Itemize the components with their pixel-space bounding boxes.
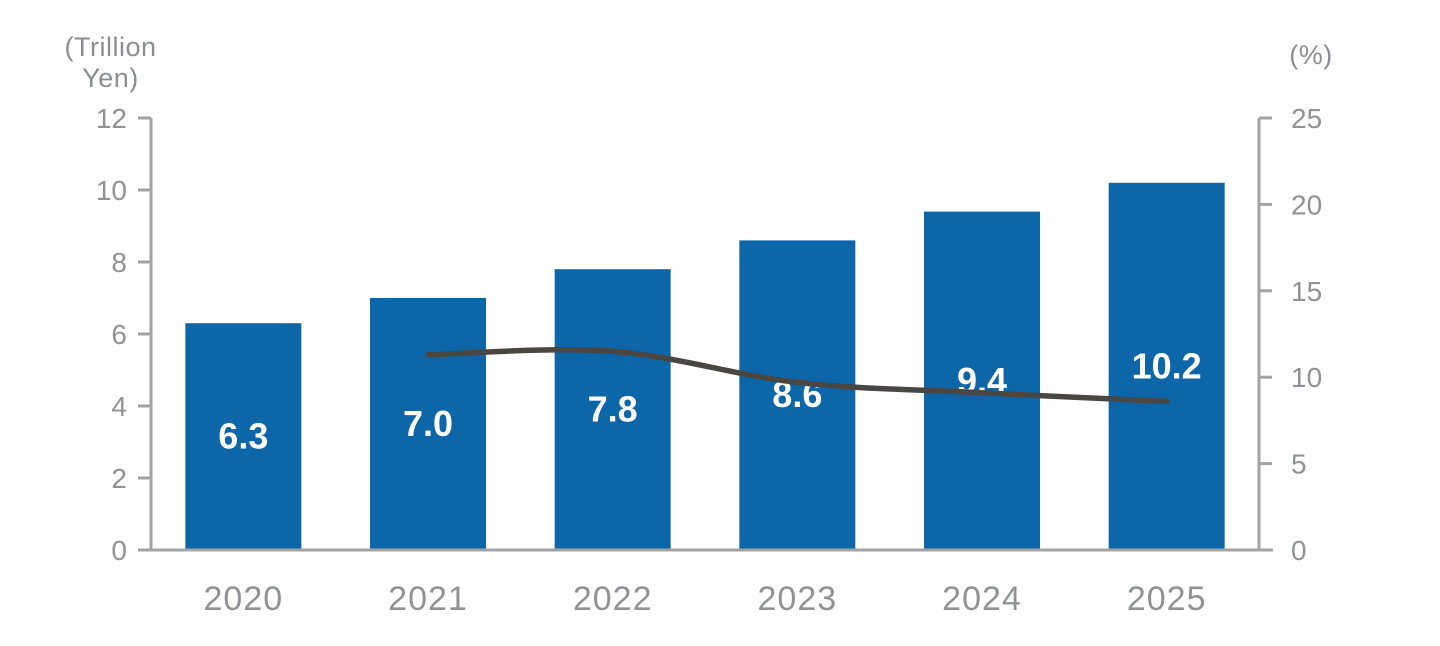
left-axis-unit-line1: (Trillion (64, 32, 157, 62)
bar (924, 211, 1040, 550)
bar (554, 269, 671, 550)
bar-value-label: 6.3 (218, 416, 268, 457)
x-axis-label: 2020 (204, 580, 284, 618)
bar-value-label: 10.2 (1132, 345, 1202, 386)
right-axis-tick-label: 15 (1291, 276, 1322, 307)
bar (1108, 182, 1225, 551)
right-axis-tick-label: 20 (1291, 189, 1322, 220)
bar (370, 298, 486, 550)
right-axis-unit-label: (%) (1289, 40, 1333, 70)
growth-rate-line (425, 347, 1170, 405)
right-axis-tick-label: 25 (1291, 103, 1322, 134)
right-axis-tick-label: 0 (1291, 535, 1307, 566)
left-axis-unit-label: (Trillion Yen) (48, 32, 173, 94)
x-axis-label: 2022 (573, 580, 653, 618)
left-axis-tick-label: 8 (111, 247, 127, 278)
left-axis-tick-label: 10 (96, 175, 127, 206)
left-axis-tick-label: 12 (96, 103, 127, 134)
left-axis-tick-label: 2 (111, 463, 127, 494)
left-axis-tick-label: 4 (111, 391, 127, 422)
bar (185, 323, 302, 550)
left-axis-tick-label: 6 (111, 319, 127, 350)
right-axis-tick-label: 10 (1291, 362, 1322, 393)
x-axis-label: 2024 (942, 580, 1022, 618)
x-axis-label: 2023 (758, 580, 838, 618)
left-axis-unit-line2: Yen) (82, 63, 139, 93)
right-axis-tick-label: 5 (1291, 449, 1307, 480)
x-axis-label: 2021 (388, 580, 468, 618)
x-axis-label: 2025 (1127, 580, 1207, 618)
bar-value-label: 7.8 (588, 389, 638, 430)
bar-value-label: 7.0 (403, 403, 453, 444)
bar (739, 240, 856, 550)
left-axis-tick-label: 0 (111, 535, 127, 566)
